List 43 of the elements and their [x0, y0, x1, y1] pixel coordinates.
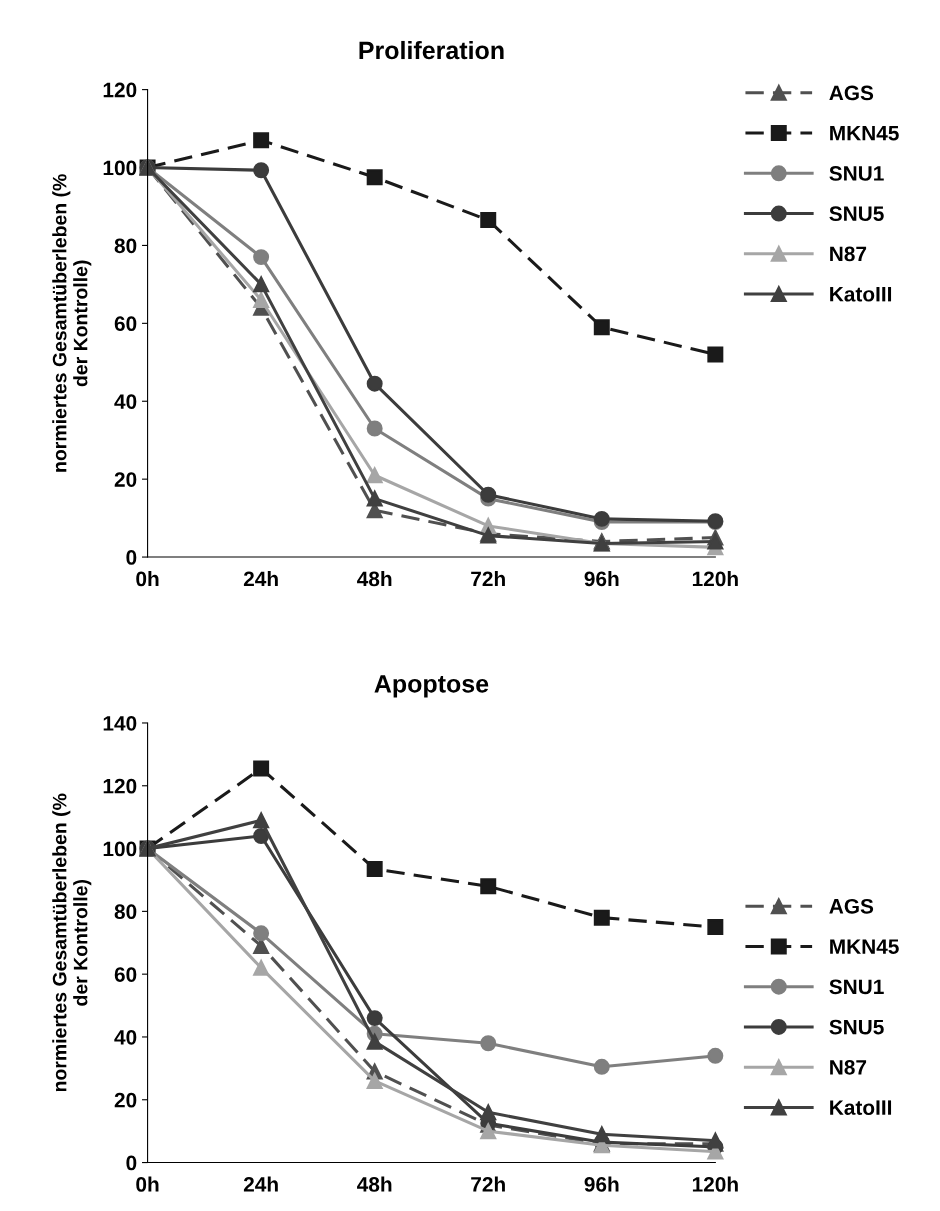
- y-tick-label: 80: [114, 904, 137, 920]
- x-tick-label: 120h: [692, 1176, 738, 1192]
- y-axis-title: normiertes Gesamtüberleben (% der Kontrolle): [52, 793, 92, 1092]
- legend-label: AGS: [829, 898, 874, 914]
- legend-label: MKN45: [830, 939, 899, 954]
- y-axis-title: normiertes Gesamtüberleben (% der Kontrolle): [52, 174, 92, 472]
- x-tick-label: 120h: [692, 570, 738, 587]
- legend-label: N87: [830, 1059, 867, 1075]
- y-tick-label: 120: [103, 778, 137, 794]
- x-tick-label: 48h: [357, 570, 392, 587]
- legend-label: SNU1: [829, 166, 884, 181]
- legend-label: MKN45: [830, 126, 899, 141]
- x-tick-label: 0h: [136, 1176, 159, 1192]
- y-tick-label: 80: [114, 238, 137, 254]
- x-tick-label: 24h: [243, 1176, 278, 1192]
- legend-label: KatoIII: [830, 287, 892, 302]
- x-tick-label: 72h: [471, 570, 505, 587]
- y-tick-label: 140: [103, 715, 137, 731]
- x-tick-label: 96h: [584, 570, 619, 587]
- legend-label: N87: [830, 246, 867, 262]
- x-tick-label: 96h: [584, 1176, 619, 1192]
- y-tick-label: 20: [114, 472, 137, 487]
- y-tick-label: 100: [103, 841, 137, 857]
- y-tick-label: 60: [114, 967, 137, 982]
- x-tick-label: 0h: [136, 570, 159, 587]
- legend-label: AGS: [829, 85, 874, 101]
- y-tick-label: 100: [103, 160, 137, 176]
- y-tick-label: 20: [114, 1092, 137, 1108]
- y-tick-label: 40: [114, 394, 137, 409]
- chart-title: Apoptose: [374, 675, 489, 698]
- y-tick-label: 120: [103, 82, 137, 98]
- legend-label: SNU5: [829, 1019, 884, 1035]
- y-tick-label: 60: [114, 316, 137, 332]
- x-tick-label: 48h: [357, 1176, 392, 1192]
- x-tick-label: 24h: [243, 570, 278, 587]
- y-tick-label: 40: [114, 1029, 137, 1045]
- x-tick-label: 72h: [471, 1176, 505, 1192]
- y-tick-label: 0: [126, 1155, 137, 1171]
- legend-label: KatoIII: [830, 1100, 892, 1115]
- legend-label: SNU5: [829, 206, 884, 222]
- y-tick-label: 0: [126, 550, 137, 565]
- chart-title: Proliferation: [359, 40, 504, 60]
- legend-label: SNU1: [829, 979, 884, 995]
